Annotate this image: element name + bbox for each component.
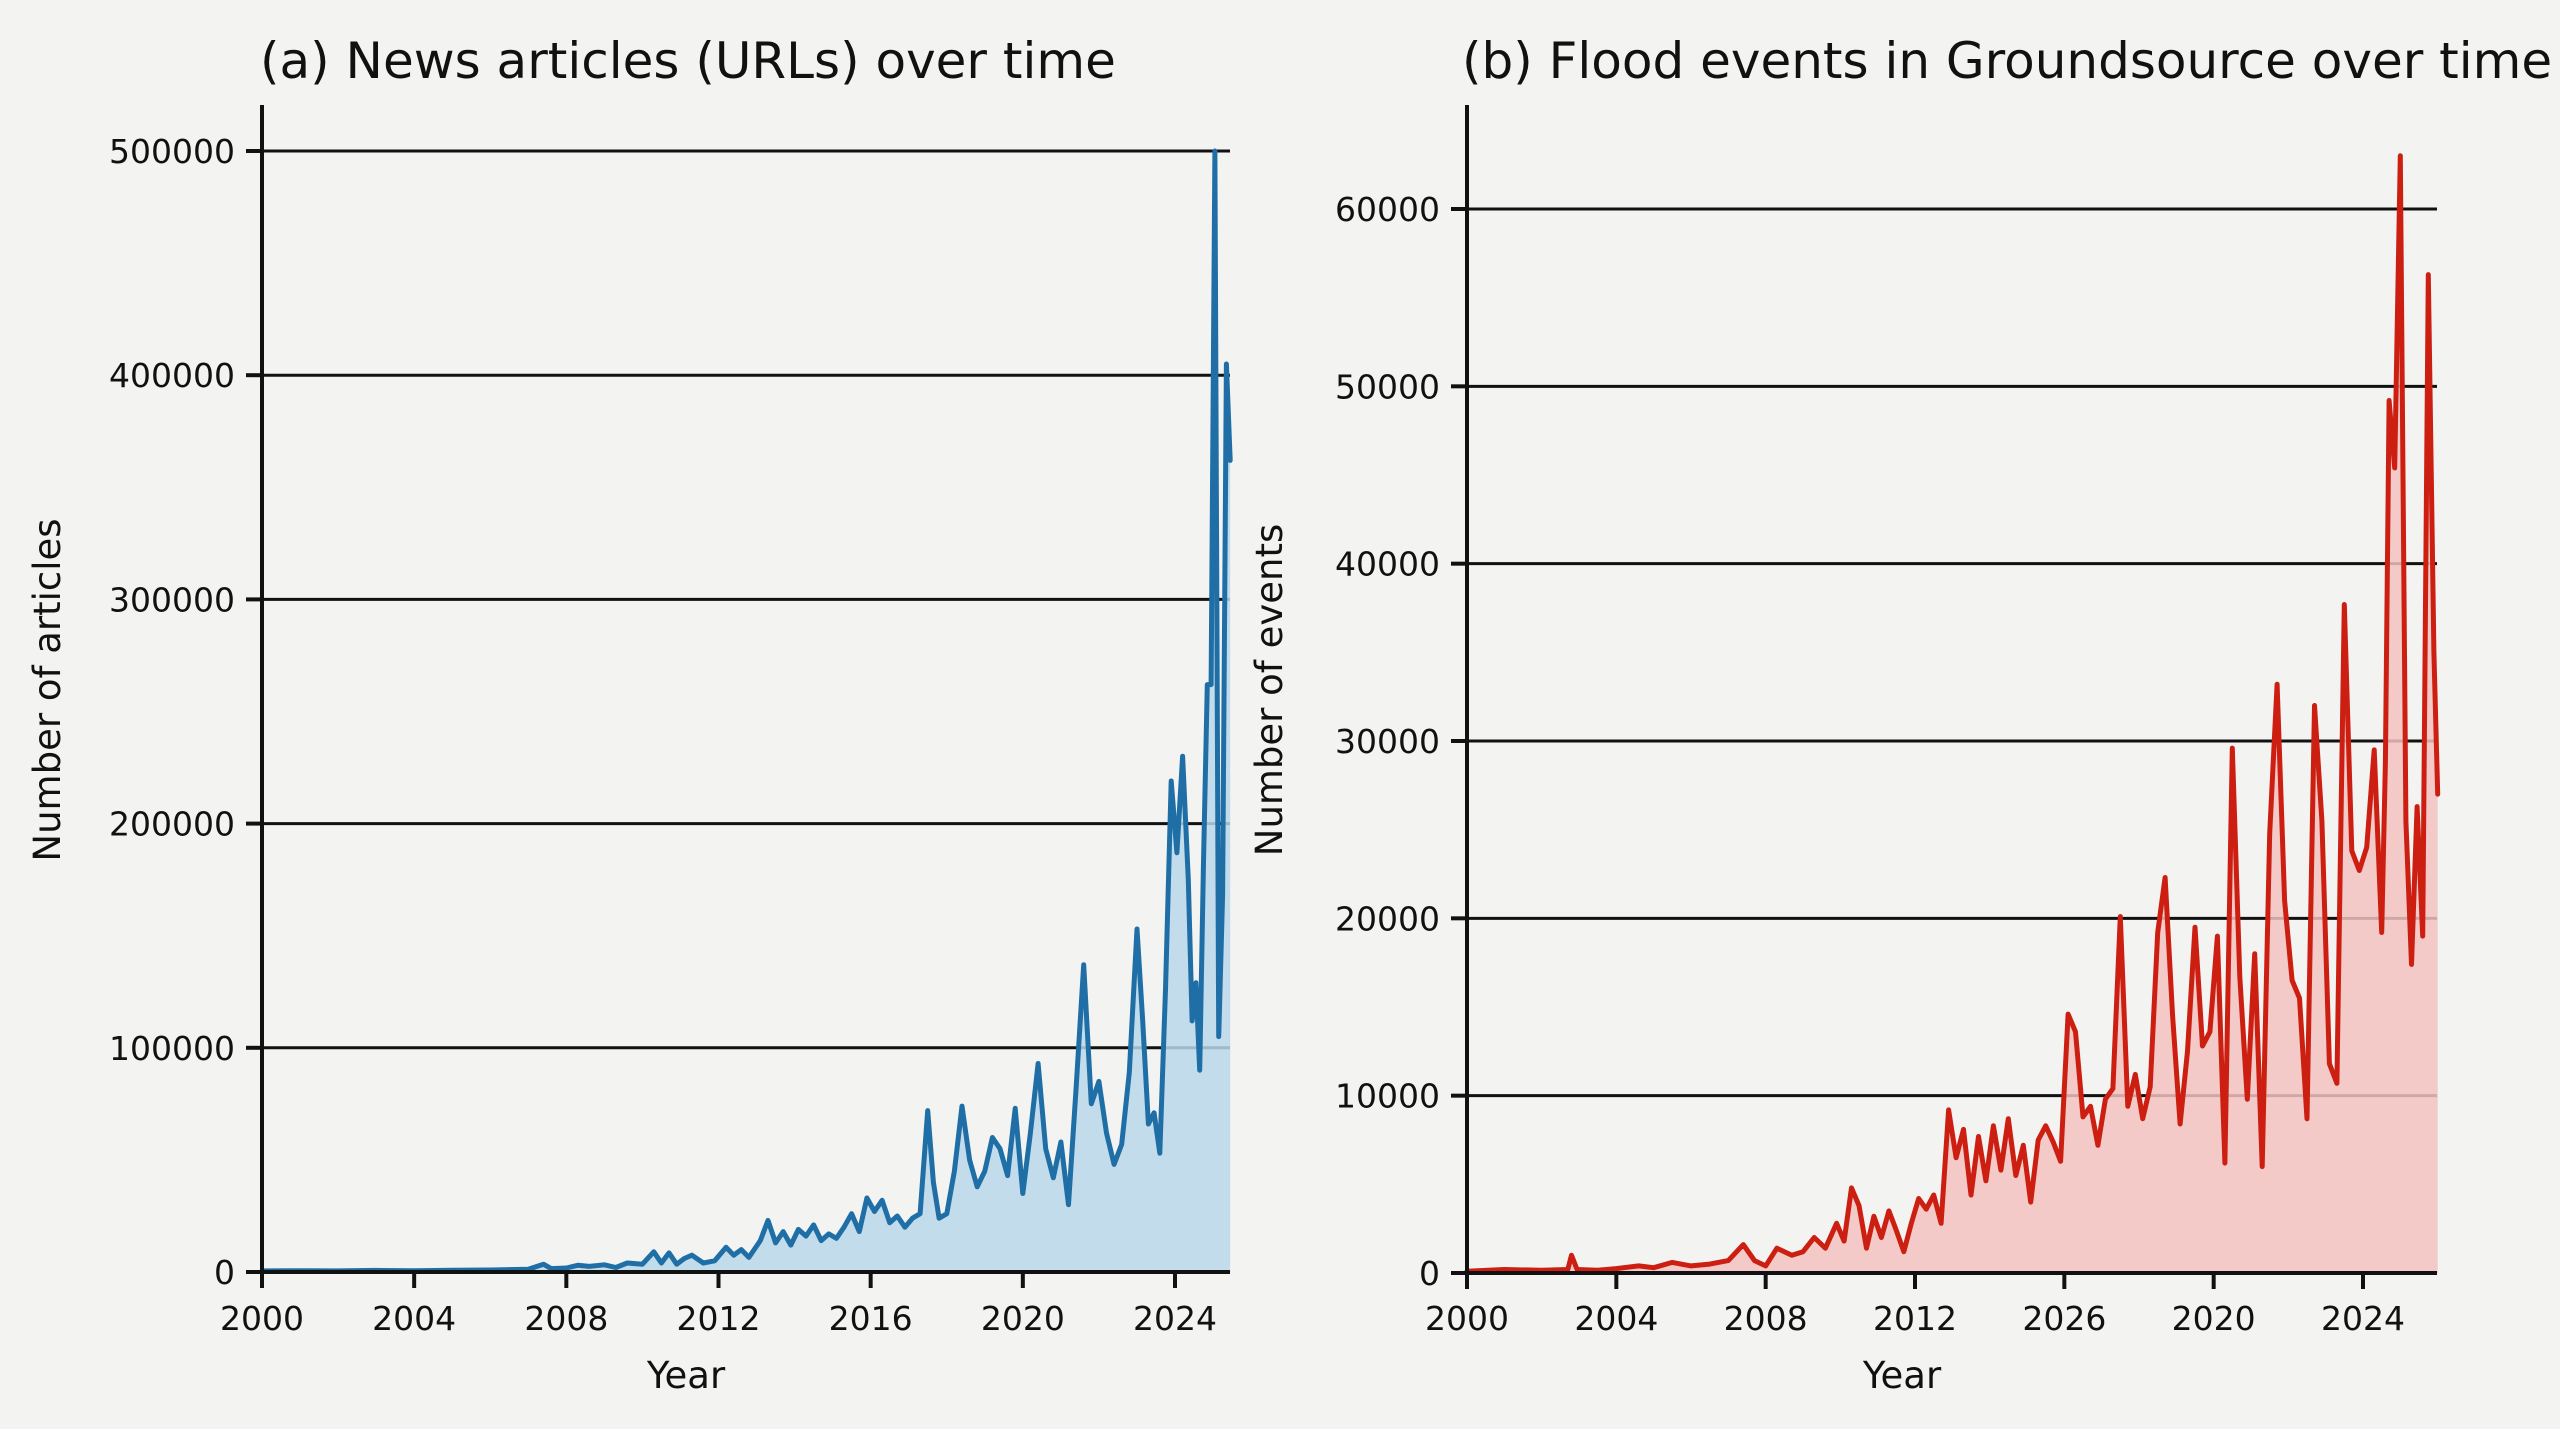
y-tick-label: 10000 bbox=[1335, 1077, 1440, 1116]
x-tick-label: 2004 bbox=[372, 1299, 456, 1338]
y-tick-label: 300000 bbox=[109, 580, 235, 619]
x-tick-label: 2000 bbox=[220, 1299, 304, 1338]
x-tick-label: 2020 bbox=[981, 1299, 1065, 1338]
chart-flood-events: (b) Flood events in Groundsource over ti… bbox=[1248, 32, 2552, 1397]
y-tick-label: 50000 bbox=[1335, 367, 1440, 406]
y-tick-label: 0 bbox=[214, 1253, 235, 1292]
y-tick-label: 400000 bbox=[109, 356, 235, 395]
series-area bbox=[262, 151, 1231, 1272]
chart-title: (a) News articles (URLs) over time bbox=[260, 32, 1116, 90]
y-tick-label: 500000 bbox=[109, 132, 235, 171]
y-axis-label: Number of events bbox=[1248, 524, 1291, 856]
x-axis-label: Year bbox=[646, 1354, 726, 1397]
x-axis-ticks: 2000 2004 2008 2012 2026 2020 2024 bbox=[1425, 1273, 2405, 1338]
series-line bbox=[1464, 153, 2441, 1274]
x-tick-label: 2012 bbox=[677, 1299, 761, 1338]
y-tick-label: 200000 bbox=[109, 805, 235, 844]
y-axis-ticks: 0 10000 20000 30000 40000 50000 60000 bbox=[1335, 190, 1467, 1293]
grid-lines bbox=[262, 149, 1230, 1050]
area-layer bbox=[1467, 155, 2438, 1273]
y-axis-ticks: 0 100000 200000 300000 400000 500000 bbox=[109, 132, 262, 1292]
y-tick-label: 60000 bbox=[1335, 190, 1440, 229]
line-layer bbox=[259, 148, 1233, 1274]
x-tick-label: 2004 bbox=[1574, 1299, 1658, 1338]
area-layer bbox=[262, 151, 1231, 1272]
chart-news-articles: (a) News articles (URLs) over time 2000 2… bbox=[26, 32, 1233, 1397]
series-line bbox=[259, 148, 1233, 1274]
x-tick-label: 2000 bbox=[1425, 1299, 1509, 1338]
x-tick-label: 2020 bbox=[2172, 1299, 2256, 1338]
x-axis-ticks: 2000 2004 2008 2012 2016 2020 2024 bbox=[220, 1272, 1217, 1338]
x-tick-label: 2008 bbox=[1724, 1299, 1808, 1338]
y-tick-label: 0 bbox=[1419, 1254, 1440, 1293]
x-tick-label: 2024 bbox=[1133, 1299, 1217, 1338]
x-tick-label: 2008 bbox=[524, 1299, 608, 1338]
y-tick-label: 40000 bbox=[1335, 545, 1440, 584]
chart-title: (b) Flood events in Groundsource over ti… bbox=[1462, 32, 2552, 90]
x-tick-label: 2026 bbox=[2022, 1299, 2106, 1338]
x-tick-label: 2016 bbox=[829, 1299, 913, 1338]
line-layer bbox=[1464, 153, 2441, 1274]
y-tick-label: 100000 bbox=[109, 1029, 235, 1068]
y-tick-label: 30000 bbox=[1335, 722, 1440, 761]
x-axis-label: Year bbox=[1862, 1354, 1942, 1397]
x-tick-label: 2012 bbox=[1873, 1299, 1957, 1338]
y-axis-label: Number of articles bbox=[26, 518, 69, 861]
y-tick-label: 20000 bbox=[1335, 899, 1440, 938]
x-tick-label: 2024 bbox=[2321, 1299, 2405, 1338]
series-area bbox=[1467, 155, 2438, 1273]
